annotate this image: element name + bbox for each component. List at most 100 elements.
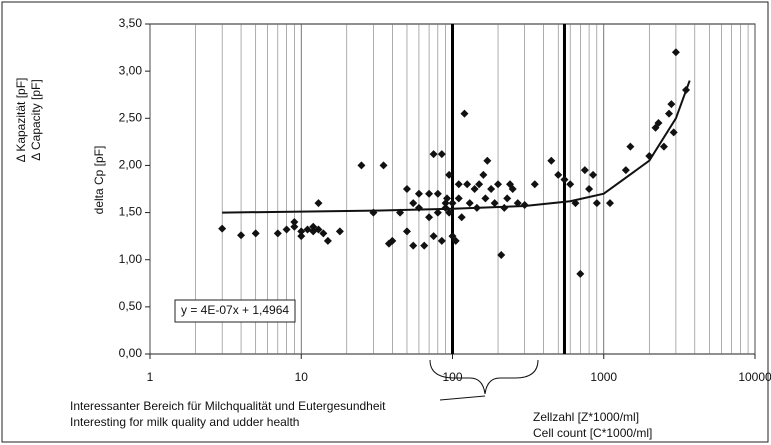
y-label: Δ Capacity [pF] <box>29 79 43 160</box>
trend-line <box>222 80 691 214</box>
annotation: Interessanter Bereich für Milchqualität … <box>70 399 386 413</box>
point <box>671 48 680 57</box>
point <box>560 175 569 184</box>
point <box>497 251 506 259</box>
point <box>420 241 429 250</box>
point <box>273 229 282 238</box>
equation: y = 4E-07x + 1,4964 <box>181 303 289 317</box>
point <box>554 170 563 179</box>
point <box>547 156 556 165</box>
y-tick-label: 2,00 <box>119 158 143 172</box>
point <box>654 119 663 127</box>
point <box>379 161 388 170</box>
point <box>409 241 418 250</box>
point <box>433 208 442 217</box>
point <box>429 150 438 159</box>
point <box>481 194 490 203</box>
point <box>319 229 328 238</box>
point <box>402 185 411 193</box>
point <box>443 194 452 203</box>
point <box>479 170 488 179</box>
point <box>445 208 454 217</box>
y-tick-label: 1,50 <box>119 205 143 219</box>
y-tick-label: 0,50 <box>119 299 143 313</box>
point <box>592 199 601 208</box>
point <box>445 170 454 179</box>
point <box>645 152 654 160</box>
point <box>500 203 509 212</box>
point <box>414 203 423 212</box>
point <box>425 189 434 198</box>
point <box>494 180 503 189</box>
point <box>437 150 446 159</box>
point <box>388 236 397 245</box>
point <box>218 224 227 233</box>
point <box>441 203 450 212</box>
y-tick-label: 0,00 <box>119 346 143 360</box>
x-axis-label: Zellzahl [Z*1000/ml] <box>533 410 639 424</box>
point <box>530 180 539 189</box>
point <box>282 225 291 234</box>
point <box>669 128 678 137</box>
point <box>585 185 594 193</box>
point <box>414 189 423 198</box>
point <box>457 213 466 222</box>
y-tick-label: 1,00 <box>119 252 143 266</box>
point <box>402 227 411 236</box>
point <box>335 227 344 236</box>
x-tick-label: 10 <box>295 370 309 384</box>
point <box>475 180 484 189</box>
point <box>314 199 323 208</box>
point <box>589 170 598 179</box>
point <box>425 213 434 222</box>
brace <box>429 359 539 395</box>
point <box>520 201 529 210</box>
point <box>314 225 323 234</box>
y-axis-label: delta Cp [pF] <box>92 146 106 215</box>
point <box>396 208 405 217</box>
y-tick-label: 3,50 <box>119 16 143 30</box>
point <box>664 109 673 118</box>
point <box>409 199 418 208</box>
point <box>508 185 517 193</box>
point <box>465 199 474 208</box>
x-axis-label: Cell count [C*1000/ml] <box>533 426 652 440</box>
point <box>451 236 460 245</box>
point <box>513 199 522 208</box>
point <box>323 236 332 245</box>
annotation: Interesting for milk quality and udder h… <box>70 415 299 429</box>
point <box>576 269 585 278</box>
point <box>369 208 378 217</box>
point <box>483 156 492 165</box>
y-tick-label: 3,00 <box>119 63 143 77</box>
point <box>309 222 318 231</box>
point <box>472 203 481 212</box>
point <box>290 218 299 226</box>
point <box>290 222 299 231</box>
point <box>454 180 463 189</box>
point <box>571 199 580 208</box>
point <box>580 166 589 175</box>
point <box>470 185 479 193</box>
equation-box <box>174 299 296 323</box>
point <box>357 161 366 170</box>
pointer <box>439 395 486 401</box>
point <box>490 199 499 208</box>
point <box>463 180 472 189</box>
y-tick-label: 2,50 <box>119 110 143 124</box>
x-tick-label: 1000 <box>590 370 617 384</box>
point <box>621 166 630 175</box>
point <box>437 236 446 245</box>
point <box>487 185 496 193</box>
point <box>667 100 676 109</box>
point <box>626 142 635 151</box>
point <box>433 189 442 198</box>
point <box>454 194 463 203</box>
point <box>297 232 306 241</box>
point <box>448 199 457 208</box>
x-tick-label: 1 <box>147 370 154 384</box>
point <box>566 180 575 189</box>
point <box>251 229 260 238</box>
